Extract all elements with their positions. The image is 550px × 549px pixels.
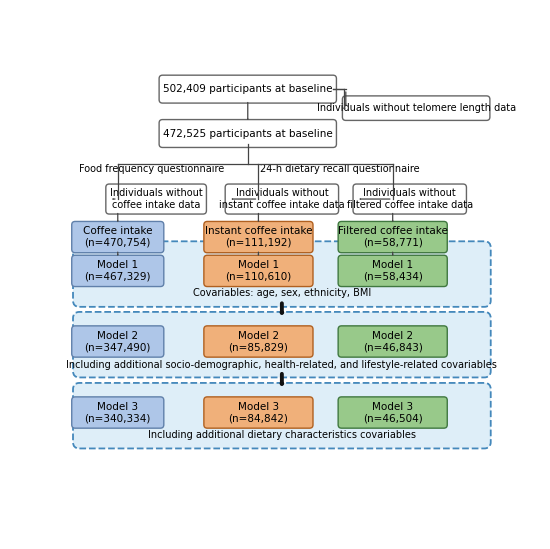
FancyBboxPatch shape xyxy=(72,326,164,357)
Text: Coffee intake
(n=470,754): Coffee intake (n=470,754) xyxy=(83,226,152,248)
Text: Individuals without
instant coffee intake data: Individuals without instant coffee intak… xyxy=(219,188,345,210)
Text: Covariables: age, sex, ethnicity, BMI: Covariables: age, sex, ethnicity, BMI xyxy=(192,288,371,298)
Text: Food frequency questionnaire: Food frequency questionnaire xyxy=(79,165,224,175)
FancyBboxPatch shape xyxy=(338,221,447,253)
FancyBboxPatch shape xyxy=(204,326,313,357)
FancyBboxPatch shape xyxy=(204,255,313,287)
FancyBboxPatch shape xyxy=(338,397,447,428)
FancyBboxPatch shape xyxy=(73,242,491,307)
Text: 502,409 participants at baseline: 502,409 participants at baseline xyxy=(163,84,333,94)
Text: 472,525 participants at baseline: 472,525 participants at baseline xyxy=(163,128,333,138)
FancyBboxPatch shape xyxy=(72,255,164,287)
Text: Individuals without
filtered coffee intake data: Individuals without filtered coffee inta… xyxy=(346,188,473,210)
Text: Individuals without telomere length data: Individuals without telomere length data xyxy=(317,103,516,113)
FancyBboxPatch shape xyxy=(353,184,466,214)
Text: Model 3
(n=84,842): Model 3 (n=84,842) xyxy=(228,402,288,423)
Text: Including additional dietary characteristics covariables: Including additional dietary characteris… xyxy=(148,430,416,440)
Text: Model 2
(n=347,490): Model 2 (n=347,490) xyxy=(85,330,151,352)
FancyBboxPatch shape xyxy=(338,255,447,287)
FancyBboxPatch shape xyxy=(204,221,313,253)
Text: Including additional socio-demographic, health-related, and lifestyle-related co: Including additional socio-demographic, … xyxy=(67,360,497,369)
FancyBboxPatch shape xyxy=(343,96,490,120)
Text: Filtered coffee intake
(n=58,771): Filtered coffee intake (n=58,771) xyxy=(338,226,448,248)
FancyBboxPatch shape xyxy=(106,184,206,214)
Text: Model 1
(n=58,434): Model 1 (n=58,434) xyxy=(363,260,422,282)
Text: Model 1
(n=110,610): Model 1 (n=110,610) xyxy=(226,260,292,282)
FancyBboxPatch shape xyxy=(72,397,164,428)
Text: Model 2
(n=85,829): Model 2 (n=85,829) xyxy=(228,330,288,352)
Text: Model 1
(n=467,329): Model 1 (n=467,329) xyxy=(85,260,151,282)
Text: Instant coffee intake
(n=111,192): Instant coffee intake (n=111,192) xyxy=(205,226,312,248)
FancyBboxPatch shape xyxy=(159,75,337,103)
Text: Model 3
(n=340,334): Model 3 (n=340,334) xyxy=(85,402,151,423)
FancyBboxPatch shape xyxy=(72,221,164,253)
Text: Model 3
(n=46,504): Model 3 (n=46,504) xyxy=(363,402,422,423)
FancyBboxPatch shape xyxy=(338,326,447,357)
FancyBboxPatch shape xyxy=(73,312,491,377)
Text: Model 2
(n=46,843): Model 2 (n=46,843) xyxy=(363,330,422,352)
FancyBboxPatch shape xyxy=(204,397,313,428)
Text: 24-h dietary recall questionnaire: 24-h dietary recall questionnaire xyxy=(260,165,419,175)
FancyBboxPatch shape xyxy=(225,184,339,214)
Text: Individuals without
coffee intake data: Individuals without coffee intake data xyxy=(110,188,202,210)
FancyBboxPatch shape xyxy=(73,383,491,449)
FancyBboxPatch shape xyxy=(159,120,337,148)
